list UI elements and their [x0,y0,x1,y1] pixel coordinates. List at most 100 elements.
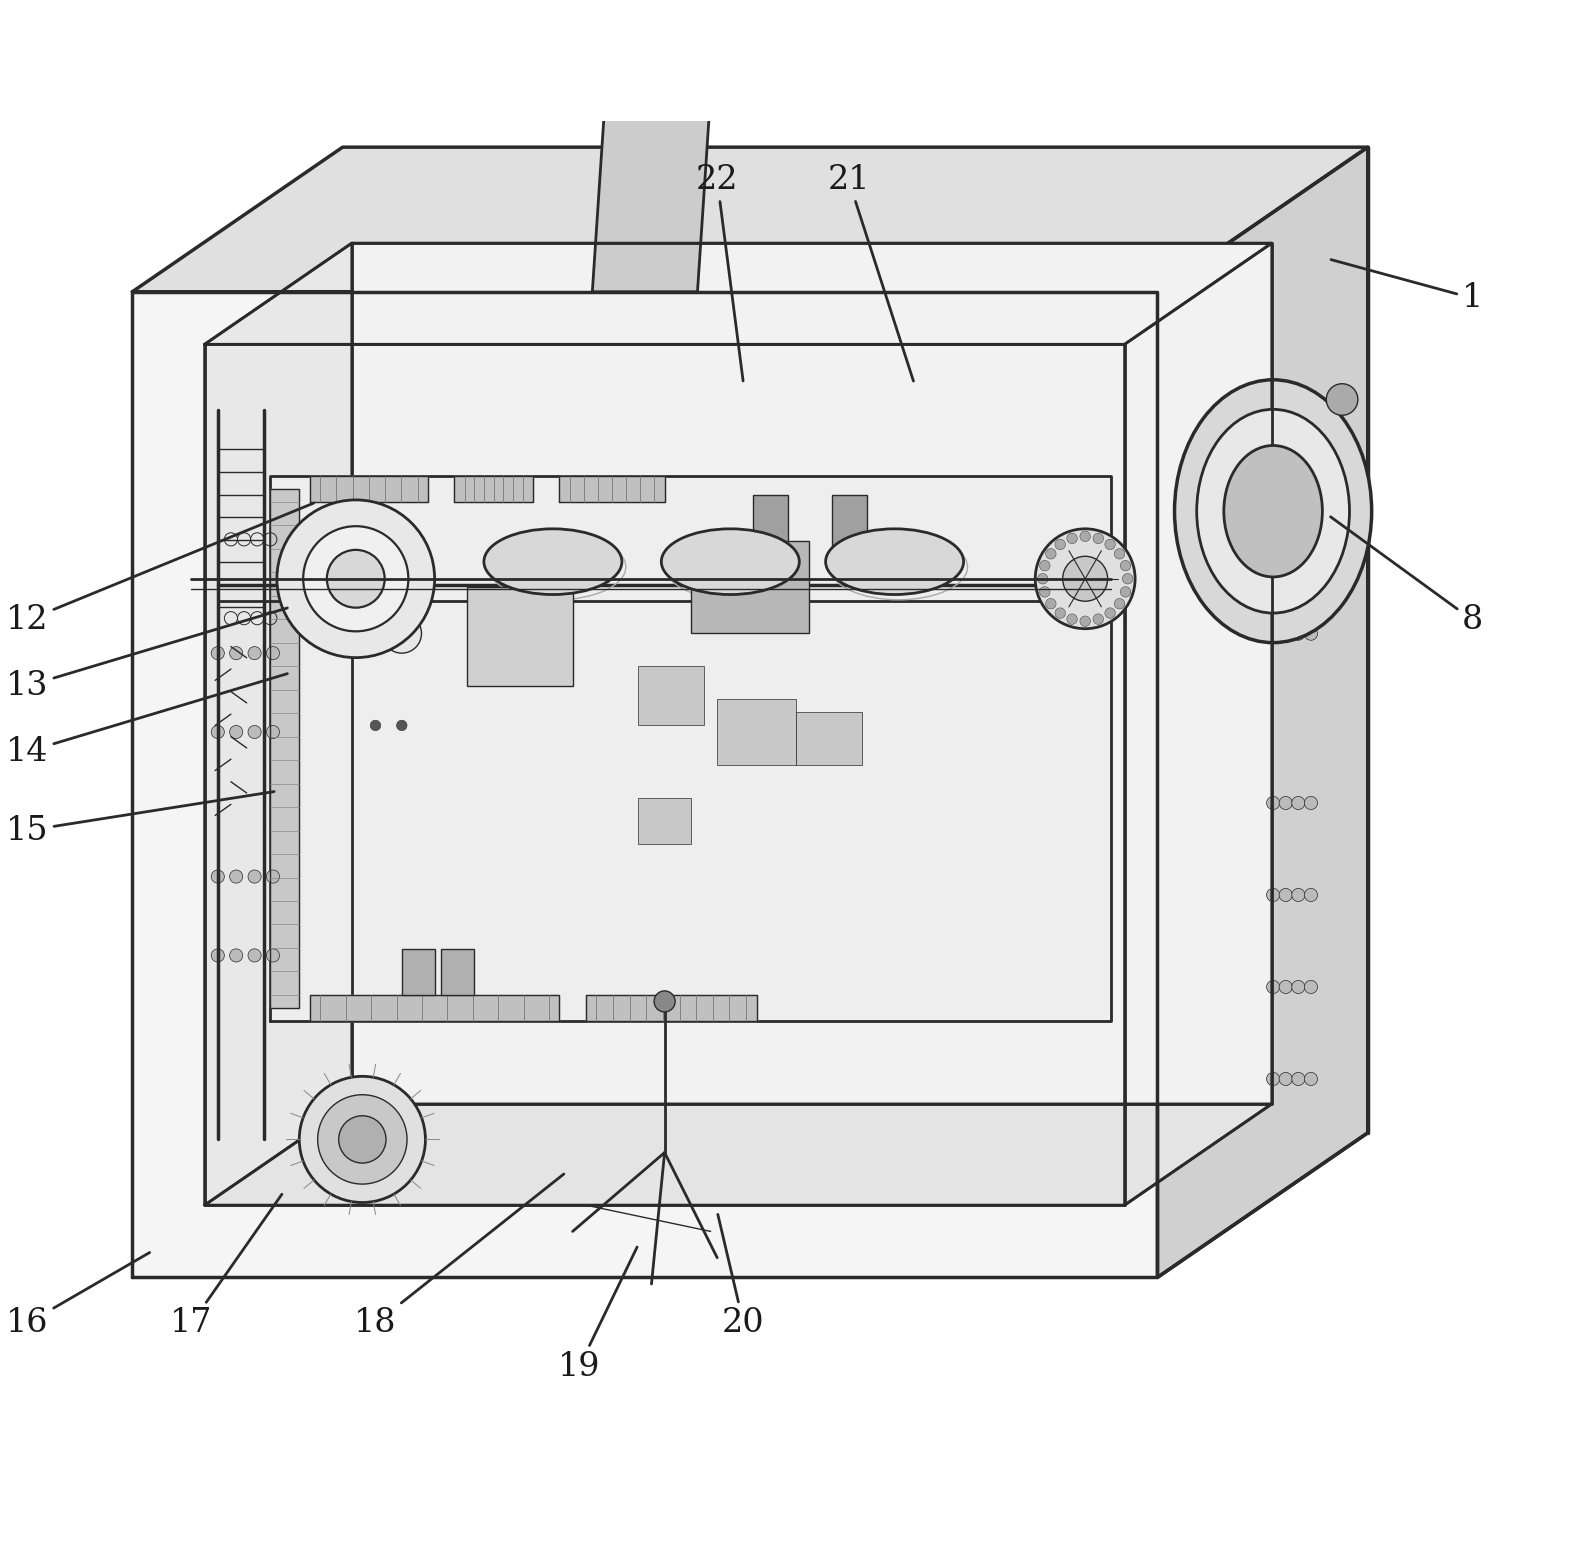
Bar [363,571,388,594]
Circle shape [1079,531,1090,541]
Text: 19: 19 [559,1246,638,1383]
Ellipse shape [1196,409,1349,613]
Polygon shape [205,243,352,1206]
Bar [467,588,573,686]
Text: 18: 18 [353,1173,563,1340]
Circle shape [1305,627,1318,640]
Circle shape [339,1116,387,1162]
Bar [442,949,473,994]
Circle shape [1305,888,1318,901]
Circle shape [655,991,675,1011]
Bar [639,666,704,725]
Circle shape [327,549,385,608]
Text: 21: 21 [827,163,914,381]
Circle shape [1292,1072,1305,1086]
Polygon shape [205,344,1125,1206]
Bar [795,713,862,766]
Circle shape [1292,627,1305,640]
Text: 16: 16 [6,1253,150,1340]
Circle shape [1267,888,1280,901]
Circle shape [248,949,260,962]
Circle shape [1037,574,1048,584]
Circle shape [1280,470,1292,482]
Circle shape [1267,548,1280,562]
Bar [402,949,434,994]
Circle shape [230,949,243,962]
Text: 14: 14 [6,674,287,767]
Circle shape [1114,599,1125,608]
Circle shape [211,647,224,660]
Circle shape [1120,587,1131,598]
Circle shape [1292,470,1305,482]
Circle shape [371,720,380,731]
Circle shape [1305,980,1318,994]
Text: 17: 17 [170,1195,282,1340]
Circle shape [1094,615,1103,624]
Text: 13: 13 [6,608,287,702]
Circle shape [1056,540,1065,549]
Circle shape [1267,980,1280,994]
Circle shape [1114,549,1125,559]
Ellipse shape [1174,380,1371,643]
Circle shape [1280,797,1292,809]
Circle shape [1267,391,1280,403]
Circle shape [1267,797,1280,809]
Bar [376,621,394,633]
Circle shape [1122,574,1133,584]
Circle shape [230,647,243,660]
Circle shape [1305,797,1318,809]
Polygon shape [205,1103,1272,1206]
Polygon shape [454,476,533,503]
Circle shape [300,1077,426,1203]
Polygon shape [133,291,1157,1277]
Bar [639,798,691,843]
Bar [716,699,795,766]
Circle shape [1040,587,1049,598]
Circle shape [303,526,409,632]
Circle shape [1327,384,1357,415]
Circle shape [1305,1072,1318,1086]
Circle shape [1040,560,1049,571]
Circle shape [1094,534,1103,543]
Circle shape [1280,391,1292,403]
Circle shape [230,725,243,739]
Text: 22: 22 [696,163,743,381]
Circle shape [1305,548,1318,562]
Circle shape [1062,557,1108,601]
Circle shape [1280,548,1292,562]
Circle shape [1105,540,1116,549]
Circle shape [1267,1072,1280,1086]
Bar [753,495,787,574]
Circle shape [1280,1072,1292,1086]
Text: 1: 1 [1330,260,1483,314]
Circle shape [248,870,260,884]
Circle shape [1280,888,1292,901]
Circle shape [267,725,279,739]
Circle shape [317,1095,407,1184]
Circle shape [1067,534,1078,543]
Ellipse shape [825,529,964,594]
Circle shape [211,949,224,962]
Circle shape [1292,797,1305,809]
Circle shape [267,949,279,962]
Polygon shape [270,489,300,1008]
Text: 20: 20 [718,1214,765,1340]
Circle shape [1267,627,1280,640]
Circle shape [230,870,243,884]
Circle shape [1079,616,1090,627]
Circle shape [267,647,279,660]
Circle shape [267,870,279,884]
Polygon shape [560,476,664,503]
Polygon shape [309,994,560,1021]
Circle shape [1292,888,1305,901]
Circle shape [396,720,407,731]
Ellipse shape [1225,445,1322,577]
Circle shape [1105,608,1116,618]
Circle shape [1046,599,1056,608]
Circle shape [382,613,421,654]
Circle shape [276,499,434,658]
Circle shape [211,870,224,884]
Polygon shape [585,994,756,1021]
Polygon shape [1125,243,1272,1206]
Circle shape [1067,615,1078,624]
